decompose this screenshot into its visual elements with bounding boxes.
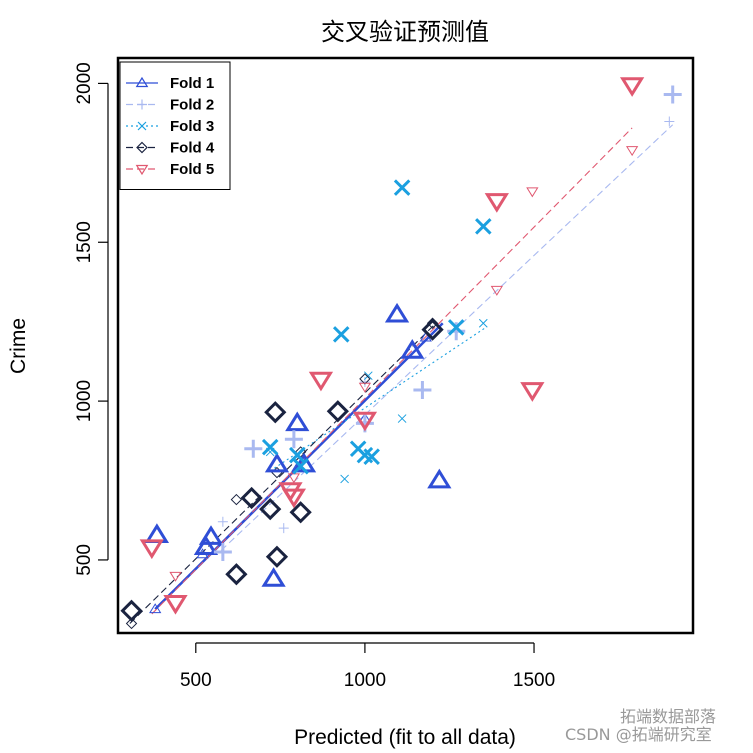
- fold-5-point: [163, 595, 188, 615]
- legend: Fold 1 Fold 2 Fold 3 Fold 4 Fold 5: [119, 61, 231, 190]
- fold-4-point: [264, 401, 287, 424]
- fold-5-point: [308, 371, 334, 392]
- fold-1-point: [384, 302, 410, 323]
- fold-5-cv-point: [358, 382, 372, 393]
- fold-5-fit-line: [151, 127, 633, 615]
- fold-3-point: [289, 446, 306, 464]
- fold-4-fit-line: [129, 322, 437, 624]
- fold-5-point: [139, 539, 164, 560]
- fold-2-point: [213, 542, 232, 561]
- fold-5-point: [619, 77, 645, 97]
- fold-1-cv-point: [419, 331, 432, 342]
- watermark-line1: 拓端数据部落: [620, 707, 716, 726]
- fold-3-point: [363, 448, 380, 465]
- fold-5-point: [352, 411, 378, 432]
- legend-marker: [135, 76, 149, 88]
- fold-1-point: [285, 411, 310, 432]
- fold-2-cv-point: [278, 523, 289, 534]
- x-axis-label: Predicted (fit to all data): [294, 726, 516, 749]
- y-tick-label: 500: [74, 544, 95, 576]
- y-tick-label: 1000: [74, 380, 95, 422]
- fold-3-point: [292, 457, 309, 475]
- fold-3-point: [447, 319, 465, 336]
- chart-title: 交叉验证预测值: [321, 18, 489, 46]
- watermark-line2: CSDN @拓端研究室: [565, 725, 712, 744]
- fold-5-cv-point: [526, 187, 539, 198]
- x-tick-label: 1500: [513, 670, 555, 691]
- legend-label: Fold 1: [170, 75, 214, 92]
- watermark: 拓端数据部落 CSDN @拓端研究室: [565, 707, 716, 744]
- fold-4-point: [265, 545, 289, 568]
- fold-5-cv-point: [169, 571, 182, 582]
- legend-marker: [136, 141, 148, 154]
- legend-marker: [135, 164, 149, 176]
- fold-1-point: [427, 468, 452, 489]
- fold-3-point: [475, 218, 492, 235]
- fold-4-point: [240, 486, 263, 510]
- fold-1-point: [400, 339, 425, 359]
- y-tick-label: 1500: [74, 221, 95, 263]
- fold-4-point: [421, 318, 444, 341]
- fold-2-point: [413, 380, 432, 399]
- fold-2-cv-point: [217, 516, 228, 527]
- fold-5-cv-point: [625, 146, 639, 157]
- fold-1-cv-point: [149, 603, 162, 614]
- fold-2-point: [284, 430, 303, 449]
- legend-marker: [137, 121, 147, 131]
- fold-5-point: [520, 382, 545, 402]
- legend-marker: [137, 99, 147, 110]
- fold-4-point: [326, 400, 349, 423]
- fold-4-cv-point: [230, 493, 243, 506]
- fold-5-point: [281, 488, 307, 509]
- fold-3-cv-point: [363, 371, 373, 381]
- fold-3-cv-point: [397, 414, 407, 423]
- fold-1-point: [264, 452, 290, 473]
- fold-5-point: [484, 193, 509, 213]
- legend-label: Fold 5: [170, 161, 214, 178]
- fold-4-point: [289, 501, 312, 524]
- fold-2-point: [244, 439, 263, 458]
- fold-4-cv-point: [426, 317, 439, 329]
- fold-1-point: [198, 525, 224, 545]
- fold-2-cv-point: [664, 116, 675, 127]
- fold-3-cv-point: [340, 474, 349, 484]
- legend-label: Fold 2: [170, 97, 214, 114]
- fold-4-cv-point: [125, 617, 138, 630]
- x-axis: 500 1000 1500: [180, 642, 555, 691]
- fold-1-point: [193, 535, 219, 556]
- fold-4-point: [120, 599, 143, 622]
- data-points: [120, 77, 682, 622]
- y-axis-label: Crime: [7, 318, 30, 374]
- fold-4-cv-point: [359, 373, 371, 385]
- x-tick-label: 1000: [344, 670, 386, 691]
- fold-2-fit-line: [220, 124, 674, 551]
- y-tick-label: 2000: [74, 62, 95, 104]
- cv-points: [125, 116, 675, 630]
- fold-3-point: [261, 438, 279, 456]
- plot-border: [116, 56, 695, 635]
- fold-3-point: [393, 179, 411, 196]
- fold-1-point: [261, 567, 286, 587]
- fold-1-point: [144, 523, 170, 543]
- fold-3-point: [332, 326, 350, 343]
- fold-4-point: [225, 563, 248, 586]
- fold-4-point: [259, 497, 282, 521]
- x-tick-label: 500: [180, 670, 212, 691]
- chart-gridless-plot-area: [116, 56, 695, 635]
- fold-3-fit-line: [269, 327, 486, 472]
- legend-label: Fold 4: [170, 140, 215, 157]
- fold-5-cv-point: [490, 285, 503, 296]
- fold-2-point: [447, 322, 466, 341]
- y-axis: 500 1000 1500 2000: [74, 62, 109, 576]
- fold-3-cv-point: [478, 318, 488, 328]
- legend-label: Fold 3: [170, 118, 214, 135]
- fold-2-point: [663, 85, 682, 104]
